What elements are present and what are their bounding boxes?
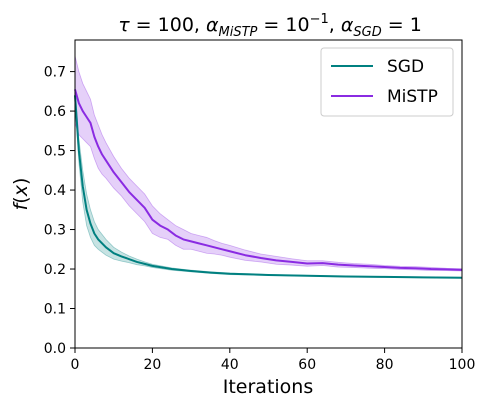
x-tick-label: 20 bbox=[143, 357, 161, 373]
x-tick-label: 80 bbox=[376, 357, 394, 373]
series-line-sgd bbox=[74, 95, 463, 279]
legend: SGD MiSTP bbox=[320, 47, 454, 117]
x-tick-label: 0 bbox=[71, 357, 80, 373]
y-tick-label: 0.2 bbox=[44, 262, 66, 278]
plot-frame bbox=[74, 39, 463, 349]
y-tick-label: 0.4 bbox=[44, 183, 66, 199]
x-tick-label: 40 bbox=[221, 357, 239, 373]
legend-label-sgd: SGD bbox=[387, 57, 424, 77]
y-axis: 0.0 0.1 0.2 0.3 0.4 0.5 0.6 0.7 bbox=[44, 65, 75, 357]
series-line-mistp bbox=[74, 89, 463, 271]
legend-label-mistp: MiSTP bbox=[387, 87, 438, 107]
x-tick-label: 60 bbox=[298, 357, 316, 373]
y-tick-label: 0.3 bbox=[44, 223, 66, 239]
y-tick-label: 0.0 bbox=[44, 341, 66, 357]
x-tick-label: 100 bbox=[449, 357, 476, 373]
series-lines bbox=[74, 89, 463, 279]
y-tick-label: 0.7 bbox=[44, 65, 66, 81]
chart-title: τ = 100, αMiSTP = 10−1, αSGD = 1 bbox=[118, 12, 422, 40]
x-axis-label: Iterations bbox=[223, 376, 314, 398]
x-axis: 0 20 40 60 80 100 bbox=[71, 348, 476, 373]
y-tick-label: 0.1 bbox=[44, 302, 66, 318]
y-axis-label: f(x) bbox=[10, 178, 32, 211]
y-tick-label: 0.5 bbox=[44, 144, 66, 160]
y-tick-label: 0.6 bbox=[44, 104, 66, 120]
